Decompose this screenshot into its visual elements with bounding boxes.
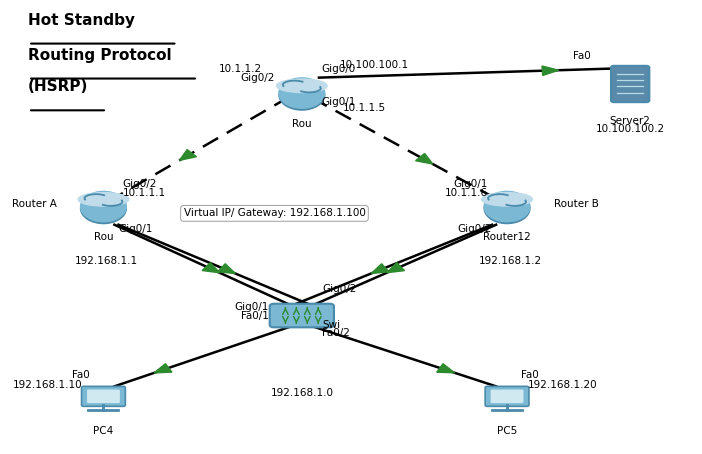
Text: Swi: Swi: [322, 320, 340, 330]
Text: Rou: Rou: [292, 119, 312, 129]
Text: Router A: Router A: [12, 199, 57, 209]
Text: Fa0: Fa0: [573, 51, 590, 61]
FancyBboxPatch shape: [485, 386, 529, 406]
Text: Gig0/2: Gig0/2: [123, 179, 157, 189]
FancyBboxPatch shape: [81, 386, 126, 406]
Text: Gig0/2: Gig0/2: [322, 284, 357, 294]
Text: 192.168.1.20: 192.168.1.20: [528, 380, 597, 390]
Polygon shape: [416, 153, 432, 164]
Text: 10.100.100.2: 10.100.100.2: [595, 124, 665, 134]
Text: 192.168.1.1: 192.168.1.1: [75, 256, 138, 266]
Polygon shape: [154, 364, 172, 373]
Text: 10.100.100.1: 10.100.100.1: [340, 60, 409, 70]
Text: 10.1.1.2: 10.1.1.2: [219, 64, 262, 74]
Circle shape: [484, 193, 530, 223]
Text: (HSRP): (HSRP): [28, 79, 88, 94]
Text: Gig0/1: Gig0/1: [234, 302, 269, 312]
Text: Gig0/1: Gig0/1: [321, 97, 355, 107]
Text: 192.168.1.10: 192.168.1.10: [13, 380, 83, 390]
Text: Gig0/1: Gig0/1: [453, 179, 488, 189]
Circle shape: [279, 78, 325, 108]
Text: 10.1.1.5: 10.1.1.5: [343, 103, 386, 113]
Text: Router B: Router B: [554, 199, 598, 209]
Text: Fa0: Fa0: [521, 370, 538, 380]
Ellipse shape: [482, 192, 532, 206]
Text: 192.168.1.0: 192.168.1.0: [270, 388, 333, 398]
Text: Rou: Rou: [93, 232, 113, 242]
Text: PC5: PC5: [497, 426, 517, 436]
Text: Virtual IP/ Gateway: 192.168.1.100: Virtual IP/ Gateway: 192.168.1.100: [183, 208, 366, 218]
Text: Hot Standby: Hot Standby: [28, 13, 135, 28]
Ellipse shape: [78, 192, 128, 206]
Text: Fa0/1: Fa0/1: [241, 311, 269, 321]
Polygon shape: [180, 150, 197, 160]
Text: Gig0/0: Gig0/0: [321, 64, 355, 74]
Polygon shape: [542, 66, 559, 75]
Text: 192.168.1.2: 192.168.1.2: [479, 256, 542, 266]
Polygon shape: [387, 263, 404, 273]
Text: Routing Protocol: Routing Protocol: [28, 48, 172, 63]
Polygon shape: [371, 264, 389, 273]
Text: PC4: PC4: [93, 426, 114, 436]
FancyBboxPatch shape: [491, 390, 524, 403]
Text: Gig0/2: Gig0/2: [458, 224, 492, 234]
Text: 10.1.1.6: 10.1.1.6: [445, 188, 488, 198]
Polygon shape: [437, 364, 455, 373]
Text: Router12: Router12: [483, 232, 531, 242]
FancyBboxPatch shape: [87, 390, 120, 403]
Text: Server2: Server2: [610, 116, 651, 126]
Polygon shape: [202, 263, 220, 273]
Circle shape: [81, 193, 126, 223]
Ellipse shape: [277, 79, 327, 93]
Text: Gig0/1: Gig0/1: [119, 224, 153, 234]
Text: 10.1.1.1: 10.1.1.1: [123, 188, 166, 198]
Circle shape: [484, 192, 530, 222]
Circle shape: [81, 192, 126, 222]
FancyBboxPatch shape: [270, 304, 334, 327]
FancyBboxPatch shape: [611, 66, 649, 102]
Circle shape: [279, 80, 325, 110]
Polygon shape: [218, 264, 235, 274]
Text: Gig0/2: Gig0/2: [240, 73, 274, 83]
Text: Fa0/2: Fa0/2: [322, 328, 350, 338]
Text: Fa0: Fa0: [72, 370, 90, 380]
